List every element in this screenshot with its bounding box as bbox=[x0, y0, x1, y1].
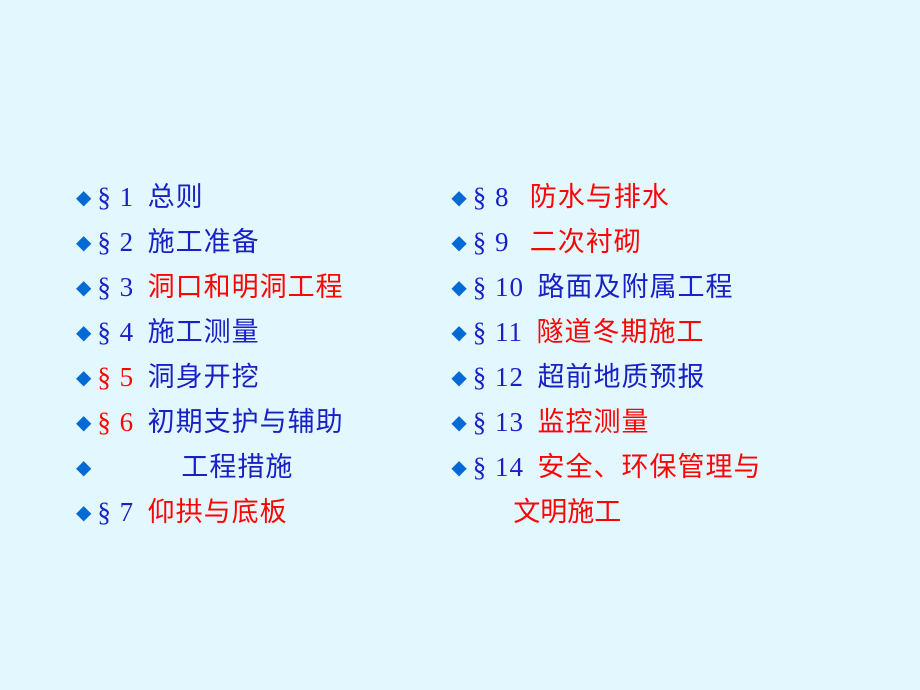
toc-item: ◆ § 12 超前地质预报 bbox=[451, 356, 876, 401]
gap bbox=[134, 221, 148, 263]
gap bbox=[523, 311, 537, 353]
section-title: 总则 bbox=[148, 176, 204, 218]
gap bbox=[134, 491, 148, 533]
diamond-icon: ◆ bbox=[451, 267, 466, 309]
toc-item: ◆ § 2 施工准备 bbox=[76, 221, 451, 266]
diamond-icon: ◆ bbox=[451, 222, 466, 264]
toc-item: ◆ § 13 监控测量 bbox=[451, 401, 876, 446]
diamond-icon: ◆ bbox=[451, 357, 466, 399]
gap bbox=[509, 176, 529, 218]
toc-item: ◆ § 7 仰拱与底板 bbox=[76, 491, 451, 536]
toc-item: ◆ § 14 安全、环保管理与 bbox=[451, 446, 876, 491]
toc-item: ◆ § 9 二次衬砌 bbox=[451, 221, 876, 266]
section-title: 监控测量 bbox=[537, 401, 649, 443]
diamond-icon: ◆ bbox=[76, 492, 91, 534]
gap bbox=[134, 311, 148, 353]
gap bbox=[134, 401, 148, 443]
diamond-icon: ◆ bbox=[451, 402, 466, 444]
section-mark: § 12 bbox=[473, 356, 524, 398]
diamond-icon: ◆ bbox=[451, 447, 466, 489]
section-mark: § 14 bbox=[473, 446, 524, 488]
section-title: 工程措施 bbox=[181, 446, 293, 488]
diamond-icon: ◆ bbox=[76, 312, 91, 354]
section-mark: § 7 bbox=[97, 491, 134, 533]
diamond-icon: ◆ bbox=[76, 402, 91, 444]
toc-content: ◆ § 1 总则 ◆ § 2 施工准备 ◆ § 3 洞口和明洞工程 ◆ § 4 … bbox=[76, 176, 876, 536]
section-title: 施工准备 bbox=[148, 221, 260, 263]
section-title: 路面及附属工程 bbox=[537, 266, 733, 308]
diamond-icon: ◆ bbox=[451, 177, 466, 219]
section-mark: § 2 bbox=[97, 221, 134, 263]
section-title: 施工测量 bbox=[148, 311, 260, 353]
section-title-wrap: 文明施工 bbox=[451, 491, 876, 533]
gap bbox=[134, 266, 148, 308]
diamond-icon: ◆ bbox=[76, 267, 91, 309]
gap bbox=[509, 221, 529, 263]
section-title: 洞口和明洞工程 bbox=[148, 266, 344, 308]
section-mark: § 6 bbox=[97, 401, 134, 443]
diamond-icon: ◆ bbox=[451, 312, 466, 354]
section-mark: § 8 bbox=[473, 176, 510, 218]
toc-item: ◆ § 4 施工测量 bbox=[76, 311, 451, 356]
diamond-icon: ◆ bbox=[76, 177, 91, 219]
section-title: 隧道冬期施工 bbox=[536, 311, 704, 353]
gap bbox=[134, 356, 148, 398]
toc-item: ◆ § 8 防水与排水 bbox=[451, 176, 876, 221]
right-column: ◆ § 8 防水与排水 ◆ § 9 二次衬砌 ◆ § 10 路面及附属工程 ◆ … bbox=[451, 176, 876, 536]
section-mark: § 4 bbox=[97, 311, 134, 353]
section-mark: § 11 bbox=[473, 311, 523, 353]
section-title: 防水与排水 bbox=[530, 176, 670, 218]
section-title: 安全、环保管理与 bbox=[537, 446, 761, 488]
section-mark: § 1 bbox=[97, 176, 134, 218]
toc-item: ◆ § 3 洞口和明洞工程 bbox=[76, 266, 451, 311]
gap bbox=[524, 356, 538, 398]
diamond-icon: ◆ bbox=[76, 447, 91, 489]
section-mark bbox=[97, 446, 181, 488]
toc-item: ◆ § 11 隧道冬期施工 bbox=[451, 311, 876, 356]
toc-item: ◆ 工程措施 bbox=[76, 446, 451, 491]
diamond-icon: ◆ bbox=[76, 222, 91, 264]
section-title: 洞身开挖 bbox=[148, 356, 260, 398]
section-title: 二次衬砌 bbox=[530, 221, 642, 263]
section-mark: § 10 bbox=[473, 266, 524, 308]
section-mark: § 13 bbox=[473, 401, 524, 443]
toc-item: ◆ § 5 洞身开挖 bbox=[76, 356, 451, 401]
gap bbox=[524, 266, 538, 308]
toc-item: ◆ § 10 路面及附属工程 bbox=[451, 266, 876, 311]
gap bbox=[524, 446, 538, 488]
toc-item: ◆ § 1 总则 bbox=[76, 176, 451, 221]
section-mark: § 5 bbox=[97, 356, 134, 398]
section-title: 仰拱与底板 bbox=[148, 491, 288, 533]
left-column: ◆ § 1 总则 ◆ § 2 施工准备 ◆ § 3 洞口和明洞工程 ◆ § 4 … bbox=[76, 176, 451, 536]
section-mark: § 3 bbox=[97, 266, 134, 308]
diamond-icon: ◆ bbox=[76, 357, 91, 399]
toc-item: ◆ § 6 初期支护与辅助 bbox=[76, 401, 451, 446]
gap bbox=[134, 176, 148, 218]
gap bbox=[524, 401, 538, 443]
section-mark: § 9 bbox=[473, 221, 510, 263]
section-title: 超前地质预报 bbox=[537, 356, 705, 398]
section-title: 初期支护与辅助 bbox=[148, 401, 344, 443]
